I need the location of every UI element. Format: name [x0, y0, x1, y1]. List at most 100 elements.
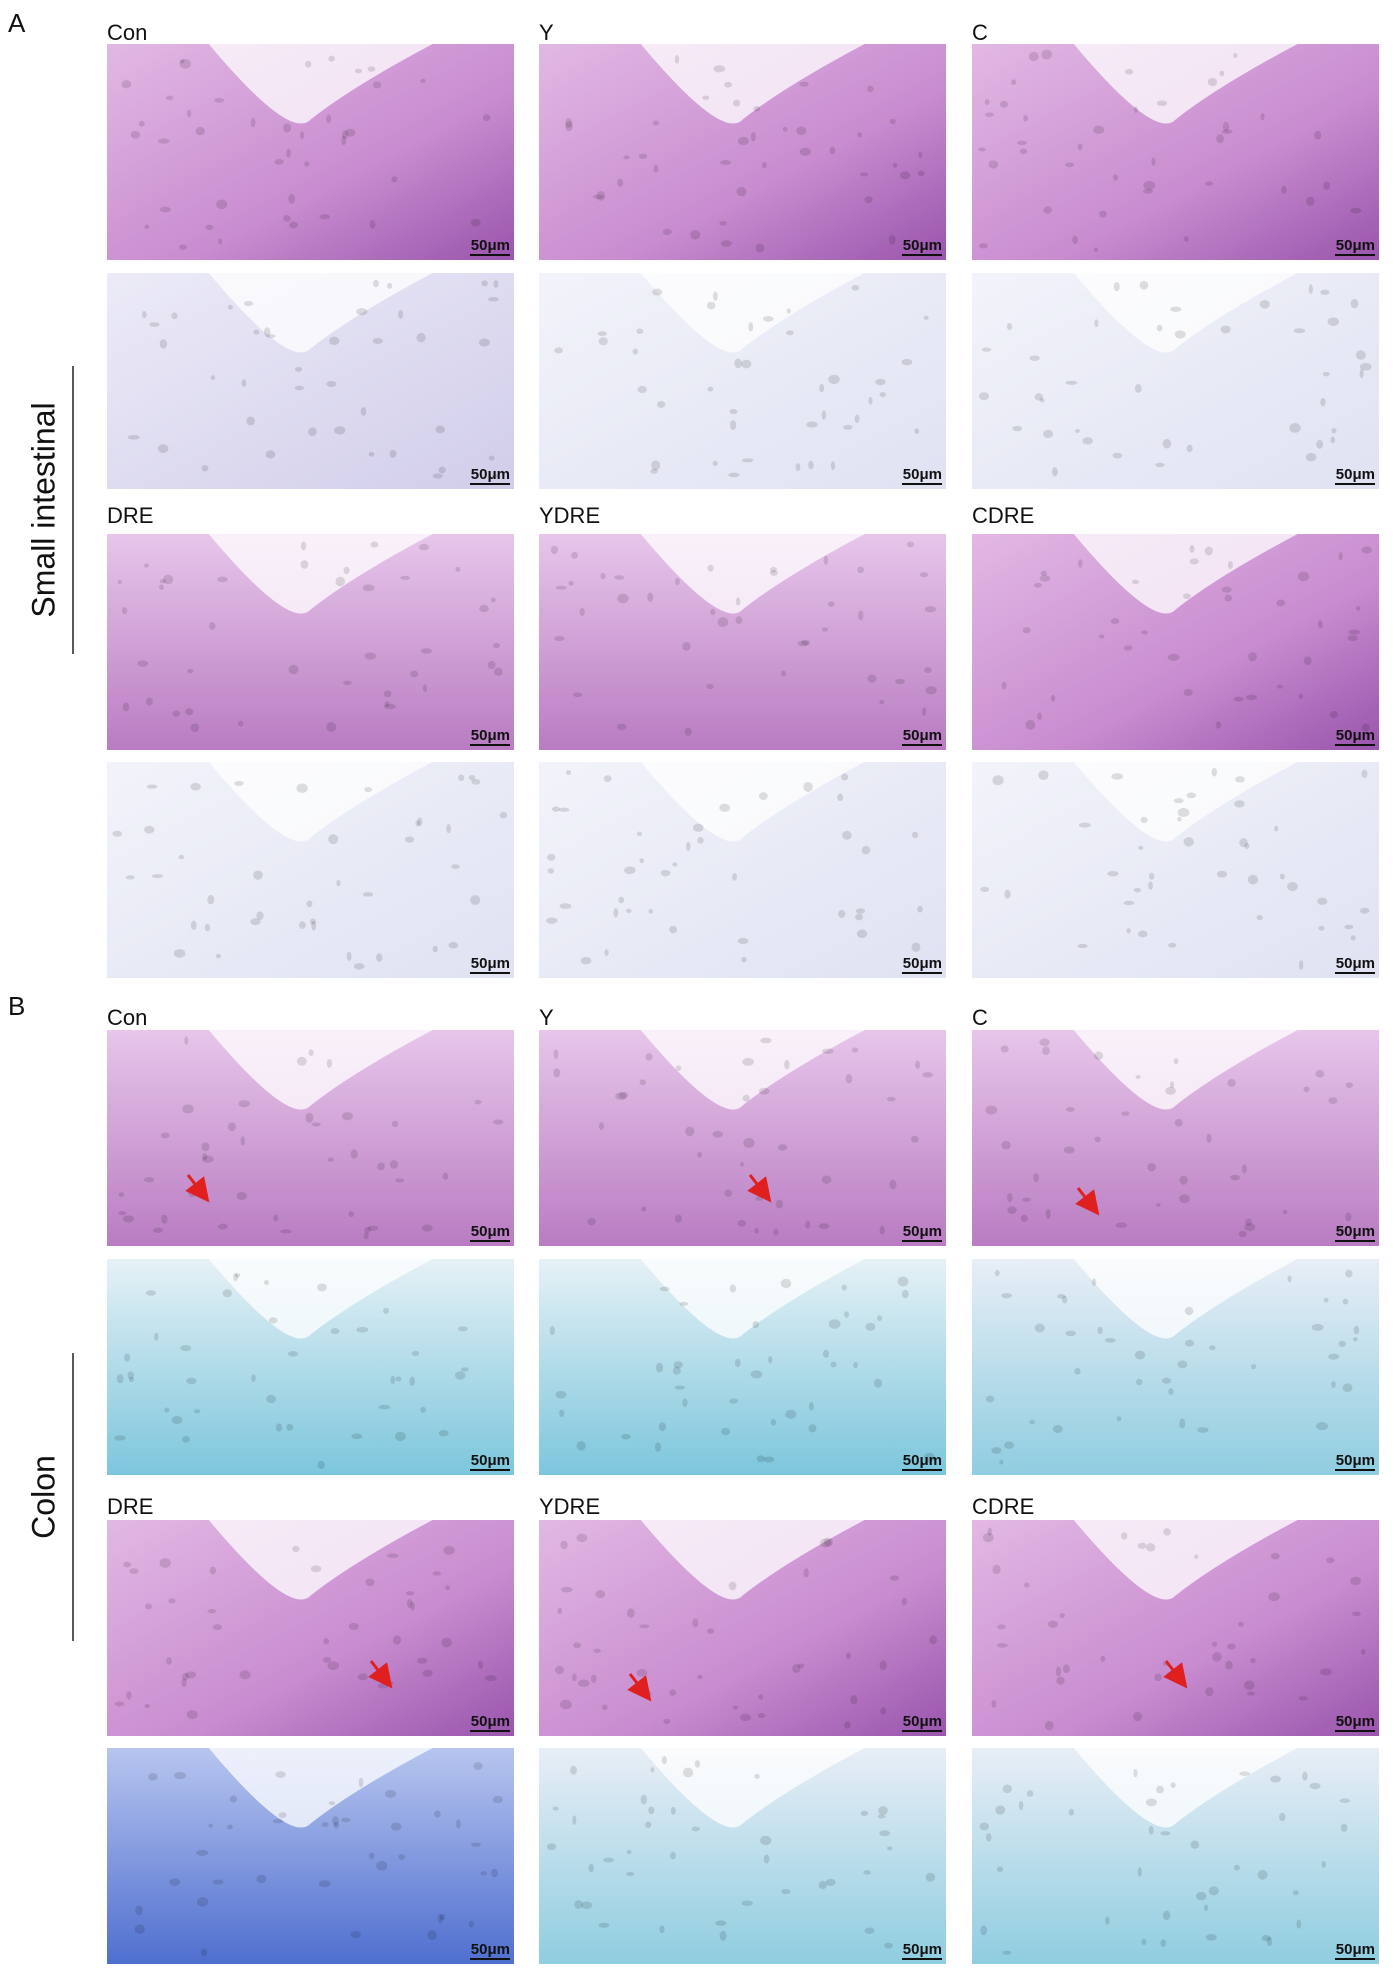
cell [682, 641, 691, 651]
cell [856, 929, 868, 939]
cell [626, 1608, 635, 1618]
cell [1308, 284, 1313, 294]
cell [1145, 1798, 1158, 1807]
cell [996, 1866, 1004, 1873]
cell [1342, 1298, 1349, 1305]
cell [784, 1059, 790, 1070]
cell [367, 66, 376, 72]
cell [1317, 897, 1328, 905]
cell [153, 1227, 163, 1233]
cell [566, 770, 572, 775]
cell [1350, 298, 1359, 309]
cell [334, 426, 346, 435]
cell [734, 1358, 741, 1368]
red-arrow [747, 1174, 772, 1203]
cell [154, 1332, 159, 1341]
cell [547, 853, 556, 861]
cell [1224, 594, 1233, 602]
cell [127, 434, 140, 440]
cell [448, 941, 459, 949]
cell [442, 1172, 449, 1180]
cell [1026, 1790, 1034, 1797]
cell [283, 215, 291, 222]
cell [797, 640, 809, 647]
cell [980, 886, 990, 893]
cell [1182, 593, 1191, 600]
cell [886, 1846, 893, 1851]
cell [128, 1376, 135, 1383]
group-label: CDRE [972, 503, 1034, 528]
cell [333, 1821, 339, 1829]
cell [299, 131, 305, 140]
cell [185, 1671, 197, 1679]
cell [625, 908, 632, 913]
cell [741, 1900, 753, 1907]
cell [1270, 1552, 1280, 1560]
cell [728, 1581, 737, 1591]
cell [275, 1423, 283, 1432]
cell [305, 1112, 314, 1123]
cell [233, 1273, 239, 1282]
cell [186, 1710, 198, 1720]
cell [559, 1699, 572, 1710]
cell [1004, 1441, 1015, 1449]
cell [362, 584, 375, 592]
cell [660, 869, 671, 877]
cell [760, 1037, 772, 1044]
cell [707, 386, 714, 392]
cell [1359, 368, 1364, 379]
cell [138, 120, 145, 127]
cell [614, 575, 625, 580]
scale-bar-label: 50μm [903, 727, 942, 744]
cell [978, 392, 990, 401]
cell [755, 243, 765, 253]
cell [1136, 1378, 1143, 1386]
cell [1135, 1074, 1141, 1080]
cell [1131, 579, 1140, 585]
cell [1215, 721, 1222, 729]
cell [137, 660, 149, 667]
cell [1001, 681, 1007, 690]
cell [250, 117, 256, 128]
cell [1123, 645, 1133, 651]
cell [1299, 960, 1304, 970]
cell [241, 379, 247, 387]
cell [364, 1226, 372, 1233]
cell [1233, 1864, 1240, 1871]
lumen [1073, 273, 1298, 353]
cell [299, 921, 306, 929]
cell [386, 1553, 399, 1558]
cell [196, 1849, 209, 1856]
scale-bar-label: 50μm [1336, 466, 1375, 483]
cell [250, 918, 261, 926]
cell [756, 1455, 765, 1463]
cell [190, 782, 201, 791]
cell [991, 1447, 1002, 1454]
cell [326, 722, 337, 732]
cell [1211, 1641, 1218, 1647]
cell [799, 147, 811, 156]
cell [821, 1175, 832, 1184]
cell [238, 1100, 250, 1108]
cell [1173, 1058, 1179, 1065]
cell [180, 1344, 192, 1352]
group-label: DRE [107, 1494, 153, 1519]
cell [1323, 1297, 1329, 1303]
cell [1361, 769, 1368, 778]
cell [692, 1618, 699, 1628]
cell [214, 97, 225, 103]
cell [830, 1361, 837, 1368]
cell [389, 1160, 399, 1169]
cell [574, 1900, 583, 1909]
cell [1179, 1175, 1188, 1185]
cell [1350, 935, 1356, 941]
cell [286, 1423, 294, 1431]
lumen [1073, 1748, 1298, 1828]
cell [768, 1356, 773, 1364]
cell [439, 1914, 446, 1921]
cell [179, 244, 187, 250]
cell [390, 1822, 402, 1831]
cell [318, 1880, 331, 1888]
cell [821, 1048, 834, 1054]
cell [616, 723, 627, 731]
